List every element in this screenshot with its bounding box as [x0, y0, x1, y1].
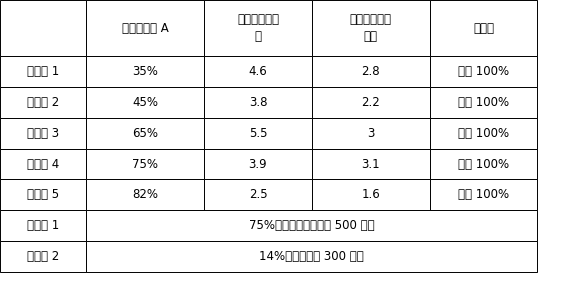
Bar — [0, 118, 86, 149]
Bar — [204, 118, 312, 149]
Text: 3.1: 3.1 — [361, 158, 380, 170]
Bar — [0, 87, 86, 118]
Text: 十二烷基硫酸
钠: 十二烷基硫酸 钠 — [237, 13, 279, 43]
Bar — [204, 87, 312, 118]
Bar — [86, 56, 204, 87]
Bar — [430, 0, 537, 56]
Bar — [204, 56, 312, 87]
Text: 2.2: 2.2 — [361, 96, 380, 109]
Bar — [204, 0, 312, 56]
Text: 3: 3 — [367, 127, 375, 140]
Text: 45%: 45% — [132, 96, 158, 109]
Text: 1.6: 1.6 — [361, 188, 380, 201]
Text: 4.6: 4.6 — [248, 65, 267, 78]
Text: 补齐 100%: 补齐 100% — [458, 127, 510, 140]
Bar — [312, 0, 430, 56]
Text: 3.9: 3.9 — [248, 158, 267, 170]
Bar — [86, 87, 204, 118]
Text: 高岭土: 高岭土 — [473, 22, 494, 35]
Bar — [204, 179, 312, 210]
Text: 14%络氨铜水剂 300 倍液: 14%络氨铜水剂 300 倍液 — [259, 250, 364, 263]
Bar — [86, 241, 537, 272]
Text: 5.5: 5.5 — [249, 127, 267, 140]
Bar — [86, 179, 204, 210]
Bar — [0, 56, 86, 87]
Text: 对照组 2: 对照组 2 — [27, 250, 59, 263]
Text: 2.8: 2.8 — [361, 65, 380, 78]
Text: 对照组 1: 对照组 1 — [27, 219, 59, 232]
Bar — [86, 210, 537, 241]
Bar — [0, 241, 86, 272]
Bar — [430, 56, 537, 87]
Bar — [0, 0, 86, 56]
Text: 脂肪醇聚氧乙
烯醚: 脂肪醇聚氧乙 烯醚 — [350, 13, 392, 43]
Text: 实施例 5: 实施例 5 — [27, 188, 59, 201]
Text: 75%百菌清可湿性粉剂 500 倍液: 75%百菌清可湿性粉剂 500 倍液 — [249, 219, 374, 232]
Bar — [430, 118, 537, 149]
Bar — [430, 149, 537, 179]
Bar — [204, 149, 312, 179]
Bar — [312, 179, 430, 210]
Bar — [0, 210, 86, 241]
Text: 实施例 4: 实施例 4 — [27, 158, 59, 170]
Text: 实施例 3: 实施例 3 — [27, 127, 59, 140]
Bar — [0, 149, 86, 179]
Text: 2.5: 2.5 — [248, 188, 267, 201]
Bar — [86, 0, 204, 56]
Bar — [86, 149, 204, 179]
Text: 补齐 100%: 补齐 100% — [458, 96, 510, 109]
Bar — [312, 87, 430, 118]
Text: 补齐 100%: 补齐 100% — [458, 188, 510, 201]
Text: 实施例 1: 实施例 1 — [27, 65, 59, 78]
Text: 补齐 100%: 补齐 100% — [458, 65, 510, 78]
Bar — [0, 179, 86, 210]
Text: 有效成份组 A: 有效成份组 A — [122, 22, 168, 35]
Bar — [86, 118, 204, 149]
Bar — [430, 179, 537, 210]
Bar — [430, 87, 537, 118]
Text: 补齐 100%: 补齐 100% — [458, 158, 510, 170]
Text: 82%: 82% — [132, 188, 158, 201]
Bar — [312, 149, 430, 179]
Text: 3.8: 3.8 — [249, 96, 267, 109]
Text: 65%: 65% — [132, 127, 158, 140]
Text: 实施例 2: 实施例 2 — [27, 96, 59, 109]
Text: 75%: 75% — [132, 158, 158, 170]
Bar — [312, 118, 430, 149]
Text: 35%: 35% — [132, 65, 158, 78]
Bar — [312, 56, 430, 87]
